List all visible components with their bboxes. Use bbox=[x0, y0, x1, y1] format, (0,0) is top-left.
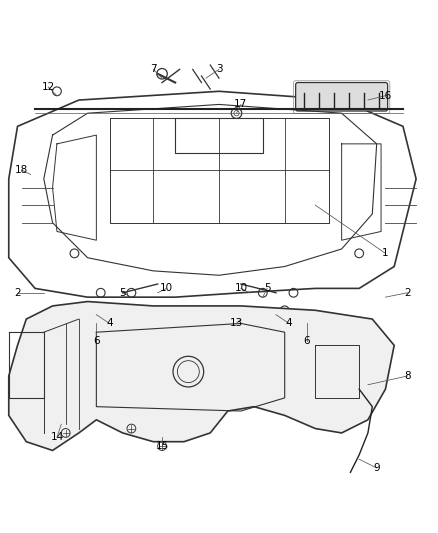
Text: 8: 8 bbox=[404, 371, 411, 381]
Text: 10: 10 bbox=[160, 284, 173, 293]
Text: 16: 16 bbox=[379, 91, 392, 101]
Text: 18: 18 bbox=[15, 165, 28, 175]
Text: 13: 13 bbox=[230, 318, 243, 328]
Text: 6: 6 bbox=[303, 336, 310, 346]
Text: 2: 2 bbox=[404, 288, 411, 298]
Polygon shape bbox=[9, 302, 394, 450]
Text: 14: 14 bbox=[50, 432, 64, 442]
FancyBboxPatch shape bbox=[296, 83, 388, 111]
Text: 5: 5 bbox=[119, 288, 126, 298]
Text: 9: 9 bbox=[373, 463, 380, 473]
Text: 15: 15 bbox=[155, 441, 169, 451]
Text: 4: 4 bbox=[106, 318, 113, 328]
Text: 4: 4 bbox=[286, 318, 293, 328]
Text: 10: 10 bbox=[234, 284, 247, 293]
Text: 2: 2 bbox=[14, 288, 21, 298]
Text: 3: 3 bbox=[215, 64, 223, 75]
Text: 5: 5 bbox=[264, 284, 271, 293]
Text: 12: 12 bbox=[42, 82, 55, 92]
Text: 1: 1 bbox=[382, 248, 389, 259]
Text: 6: 6 bbox=[93, 336, 100, 346]
Text: 7: 7 bbox=[150, 64, 157, 75]
Text: 17: 17 bbox=[234, 100, 247, 109]
